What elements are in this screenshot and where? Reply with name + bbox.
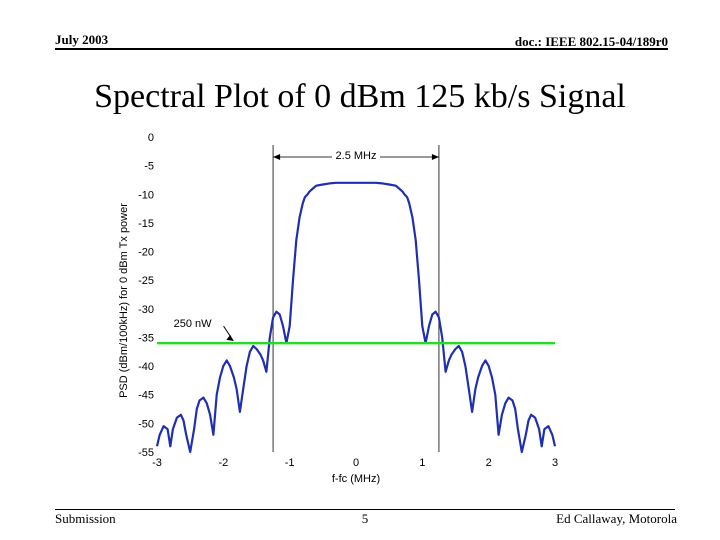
y-tick-label: 0 — [148, 132, 154, 144]
x-tick-label: -2 — [218, 457, 228, 469]
x-tick-label: 1 — [419, 457, 425, 469]
threshold-label: 250 nW — [174, 318, 213, 330]
y-tick-label: -45 — [138, 390, 154, 402]
bandwidth-label: 2.5 MHz — [336, 150, 377, 162]
header-doc-id: doc.: IEEE 802.15-04/189r0 — [514, 34, 668, 49]
y-tick-label: -15 — [138, 218, 154, 230]
header-date: July 2003 — [55, 32, 109, 47]
bandwidth-arrowhead-right — [431, 154, 439, 161]
bandwidth-arrowhead-left — [273, 154, 281, 161]
y-tick-label: -30 — [138, 304, 154, 316]
slide-title: Spectral Plot of 0 dBm 125 kb/s Signal — [94, 78, 626, 115]
footer-author: Ed Callaway, Motorola — [556, 511, 677, 526]
y-tick-label: -5 — [144, 161, 154, 173]
y-tick-label: -10 — [138, 189, 154, 201]
threshold-arrowhead — [226, 334, 234, 341]
y-tick-label: -20 — [138, 247, 154, 259]
y-tick-label: -35 — [138, 332, 154, 344]
x-axis-label: f-fc (MHz) — [332, 473, 380, 485]
x-tick-label: 0 — [353, 457, 359, 469]
footer-page-number: 5 — [361, 511, 369, 526]
footer-rule — [55, 509, 675, 510]
y-tick-label: -50 — [138, 418, 154, 430]
y-tick-label: -55 — [138, 447, 154, 459]
x-tick-label: 3 — [552, 457, 558, 469]
x-tick-label: 2 — [486, 457, 492, 469]
footer-submission: Submission — [55, 511, 116, 526]
y-tick-label: -40 — [138, 361, 154, 373]
header-rule — [55, 48, 668, 50]
psd-series-line — [155, 181, 557, 454]
x-tick-label: -3 — [152, 457, 162, 469]
y-tick-label: -25 — [138, 275, 154, 287]
y-axis-label: PSD (dBm/100kHz) for 0 dBm Tx power — [118, 203, 130, 398]
bandwidth-label-bg — [332, 149, 380, 162]
x-tick-label: -1 — [285, 457, 295, 469]
